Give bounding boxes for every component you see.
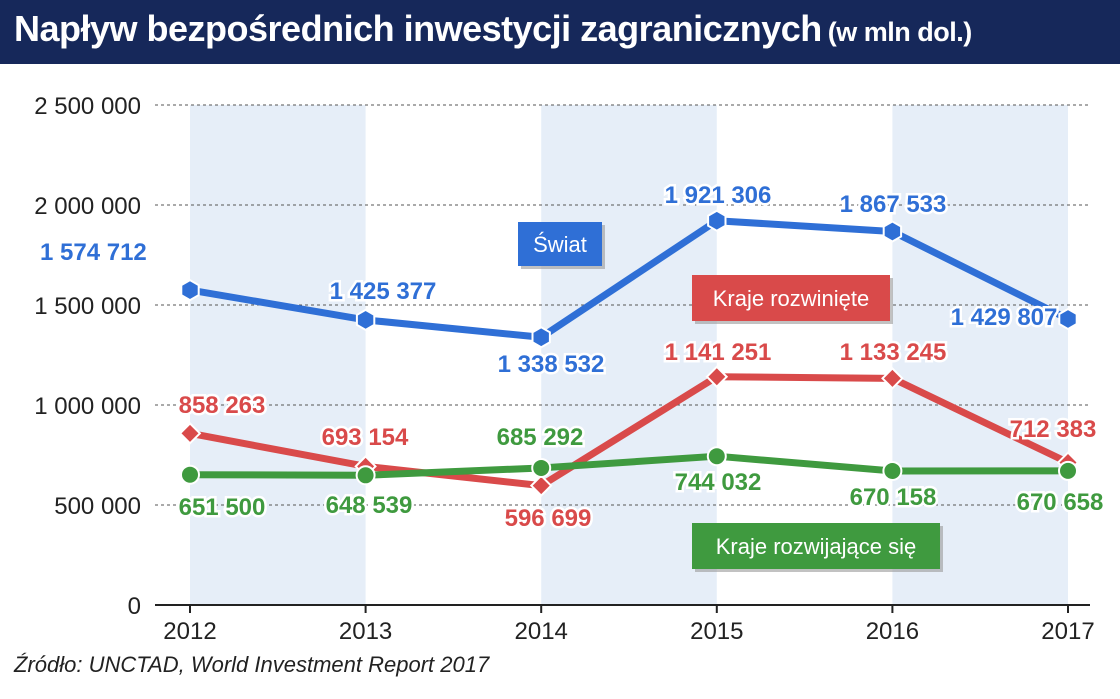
x-tick-label: 2013 [339,618,392,645]
x-tick-label: 2016 [866,618,919,645]
x-tick-label: 2014 [515,618,568,645]
y-tick-label: 0 [128,593,141,620]
column-bands [190,105,1068,605]
data-label-world: 1 429 807 [951,304,1058,331]
data-point-world [882,220,903,243]
data-label-developed: 693 154 [322,424,409,451]
data-point-world [180,278,200,302]
legend-label-developing: Kraje rozwijające się [716,534,917,559]
title-bar: Napływ bezpośrednich inwestycji zagranic… [0,0,1120,64]
data-label-developed: 1 141 251 [665,339,772,366]
legend-label-developed: Kraje rozwinięte [713,286,870,311]
series-line-world [189,217,1070,341]
legend-label-world: Świat [533,232,587,257]
legend-box-developing [692,523,940,569]
data-point-world [1058,307,1078,331]
data-point-developing [1058,460,1078,481]
column-band [892,105,1068,605]
column-band [541,105,717,605]
data-label-developed: 712 383 [1010,416,1097,443]
data-label-developing: 685 292 [497,424,584,451]
data-label-developed: 1 133 245 [840,339,947,366]
series-line-developing [189,452,1069,479]
y-tick-label: 2 500 000 [34,93,141,120]
column-band [190,105,366,605]
data-point-developing [355,465,376,486]
data-label-developing: 648 539 [326,492,413,519]
data-point-developing [531,457,552,478]
data-label-world: 1 338 532 [498,351,605,378]
data-label-developing: 670 158 [850,484,937,511]
legend-box-developed [692,275,890,321]
x-tick-label: 2015 [690,618,743,645]
data-point-world [707,209,727,232]
data-label-developed: 596 699 [505,505,592,532]
data-label-developed: 858 263 [179,392,266,419]
source-note: Źródło: UNCTAD, World Investment Report … [14,652,490,677]
data-point-world [355,308,376,332]
data-point-developing [706,446,727,467]
data-point-developing [882,460,903,481]
data-label-developing: 651 500 [179,494,266,521]
legend: Świat Kraje rozwinięte Kraje rozwijające s… [518,222,943,572]
data-labels: 1 574 712 1 425 377 1 338 532 1 921 306 1 86… [38,180,1106,535]
data-label-world: 1 574 712 [40,239,147,266]
y-tick-label: 1 000 000 [34,393,141,420]
x-tick-label: 2012 [163,618,216,645]
legend-box-world [518,222,602,266]
chart-title-line: Napływ bezpośrednich inwestycji zagranic… [14,8,972,50]
data-point-developed [178,422,202,445]
data-label-world: 1 921 306 [665,182,772,209]
series-line-developed [189,373,1070,490]
axes: 0 500 000 1 000 000 1 500 000 2 000 000 2 500… [34,93,1094,645]
data-label-world: 1 867 533 [840,191,947,218]
y-tick-label: 1 500 000 [34,293,141,320]
data-point-developed [529,474,553,497]
chart-title: Napływ bezpośrednich inwestycji zagranic… [14,8,822,49]
y-tick-label: 500 000 [54,493,141,520]
data-label-developing: 744 032 [675,469,762,496]
x-tick-label: 2017 [1041,618,1094,645]
data-label-world: 1 425 377 [330,278,437,305]
data-point-developed [705,365,729,389]
data-label-developing: 670 658 [1017,489,1104,516]
data-point-world [531,326,551,349]
data-point-developing [180,464,200,485]
series-lines [178,209,1080,497]
y-tick-label: 2 000 000 [34,193,141,220]
chart-subtitle: (w mln dol.) [827,17,972,47]
data-point-developed [881,367,904,390]
